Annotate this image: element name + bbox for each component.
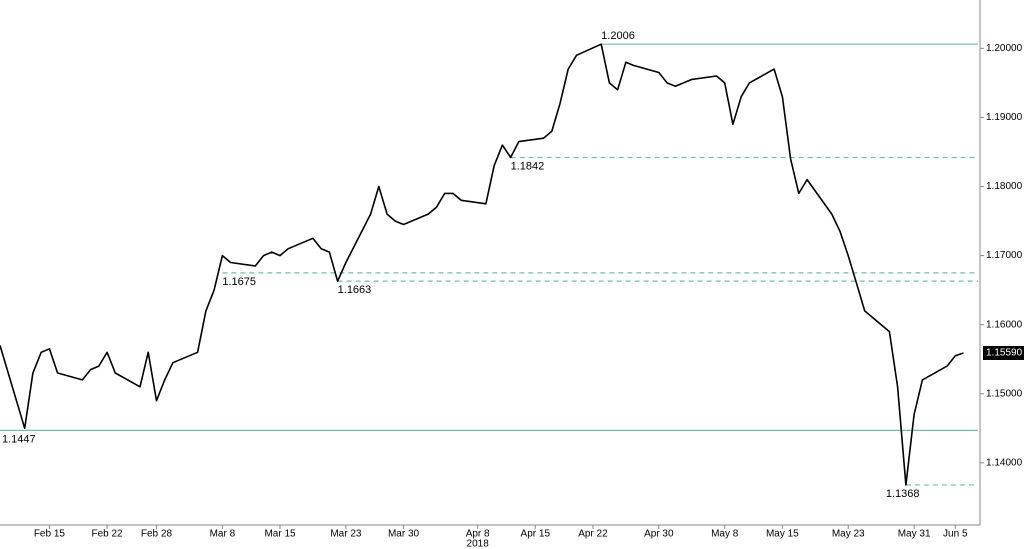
x-tick-label: Feb 22 — [91, 529, 123, 540]
x-tick-label: Feb 28 — [141, 529, 173, 540]
x-tick-label: Mar 8 — [210, 529, 236, 540]
x-tick-label: Mar 30 — [388, 529, 420, 540]
y-tick-label: 1.16000 — [986, 319, 1023, 330]
x-year-label: 2018 — [467, 539, 490, 549]
last-price-label: 1.15590 — [986, 348, 1023, 359]
price-line — [0, 43, 964, 486]
x-tick-label: May 15 — [766, 529, 799, 540]
y-tick-label: 1.14000 — [986, 457, 1023, 468]
x-tick-label: Apr 22 — [578, 529, 608, 540]
x-tick-label: Feb 15 — [34, 529, 66, 540]
level-label: 1.1447 — [2, 433, 36, 445]
y-tick-label: 1.19000 — [986, 112, 1023, 123]
x-tick-label: May 23 — [832, 529, 865, 540]
x-tick-label: May 8 — [711, 529, 739, 540]
x-tick-label: Mar 23 — [330, 529, 362, 540]
y-tick-label: 1.17000 — [986, 250, 1023, 261]
y-tick-label: 1.20000 — [986, 43, 1023, 54]
x-tick-label: Mar 15 — [264, 529, 296, 540]
y-tick-label: 1.15000 — [986, 388, 1023, 399]
level-label: 1.1368 — [886, 488, 920, 500]
level-label: 1.1842 — [511, 160, 545, 172]
y-tick-label: 1.18000 — [986, 181, 1023, 192]
level-label: 1.2006 — [601, 30, 635, 42]
x-tick-label: Jun 5 — [943, 529, 968, 540]
x-tick-label: Apr 8 — [466, 529, 490, 540]
x-tick-label: Apr 15 — [521, 529, 551, 540]
level-label: 1.1663 — [338, 284, 372, 296]
last-price-tag — [983, 345, 1024, 360]
x-tick-label: Apr 30 — [644, 529, 674, 540]
x-tick-label: May 31 — [898, 529, 931, 540]
level-label: 1.1675 — [222, 276, 256, 288]
